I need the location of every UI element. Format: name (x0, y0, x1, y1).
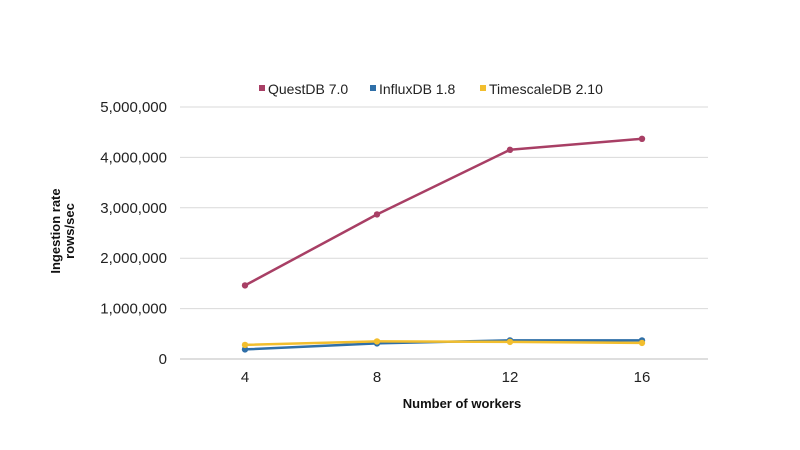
y-tick-label: 2,000,000 (100, 250, 167, 267)
y-axis-ticks: 0 1,000,000 2,000,000 3,000,000 4,000,000 5,0… (100, 99, 167, 368)
legend-item: TimescaleDB 2.10 (480, 81, 603, 97)
legend-swatch (259, 85, 265, 91)
series-0 (241, 135, 646, 289)
legend-label: TimescaleDB 2.10 (489, 81, 603, 97)
data-point (638, 135, 646, 142)
x-axis-ticks: 4 8 12 16 (241, 369, 651, 386)
data-point (373, 338, 381, 345)
y-tick-label: 3,000,000 (100, 200, 167, 217)
data-point (506, 146, 514, 153)
legend-item: InfluxDB 1.8 (370, 81, 455, 97)
legend-label: QuestDB 7.0 (268, 81, 348, 97)
legend-label: InfluxDB 1.8 (379, 81, 455, 97)
y-tick-label: 1,000,000 (100, 301, 167, 318)
x-tick-label: 4 (241, 369, 249, 386)
data-point (506, 338, 514, 346)
legend-swatch (480, 85, 486, 91)
x-tick-label: 12 (502, 369, 519, 386)
y-tick-label: 4,000,000 (100, 149, 167, 166)
legend-item: QuestDB 7.0 (259, 81, 348, 97)
y-tick-label: 0 (159, 351, 167, 368)
y-tick-label: 5,000,000 (100, 99, 167, 116)
series-layer (241, 135, 646, 353)
data-point (241, 341, 249, 349)
series-line (244, 340, 643, 347)
data-point (373, 211, 381, 218)
legend: QuestDB 7.0 InfluxDB 1.8 TimescaleDB 2.10 (259, 81, 603, 97)
series-1 (241, 337, 646, 353)
x-axis-title: Number of workers (403, 396, 521, 411)
series-line (244, 137, 643, 287)
x-tick-label: 16 (634, 369, 651, 386)
gridlines (180, 106, 708, 360)
legend-swatch (370, 85, 376, 91)
series-2 (241, 338, 646, 349)
x-tick-label: 8 (373, 369, 381, 386)
y-axis-title-line-2: rows/sec (62, 203, 77, 259)
data-point (638, 339, 646, 347)
data-point (241, 346, 249, 353)
y-axis-title: Ingestion rate rows/sec (48, 188, 77, 273)
y-axis-title-line-1: Ingestion rate (48, 188, 63, 273)
data-point (241, 282, 249, 289)
